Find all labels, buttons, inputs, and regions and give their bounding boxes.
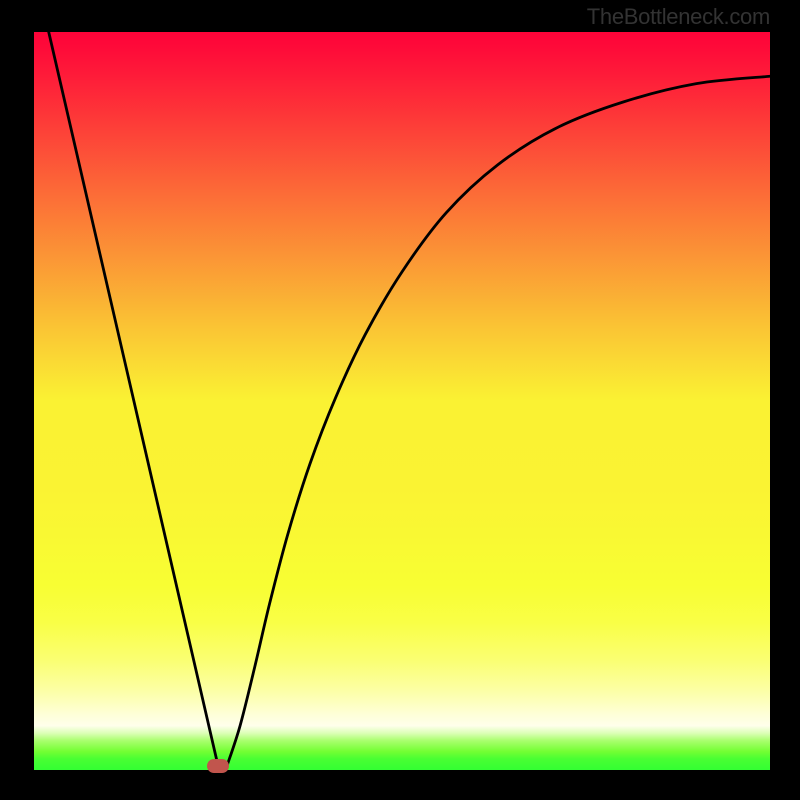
plot-area (34, 32, 770, 770)
bottleneck-marker (207, 759, 229, 773)
curve-layer (34, 32, 770, 770)
left-line (49, 32, 218, 766)
chart-canvas: TheBottleneck.com (0, 0, 800, 800)
right-curve (227, 76, 770, 766)
watermark-text: TheBottleneck.com (587, 4, 770, 30)
